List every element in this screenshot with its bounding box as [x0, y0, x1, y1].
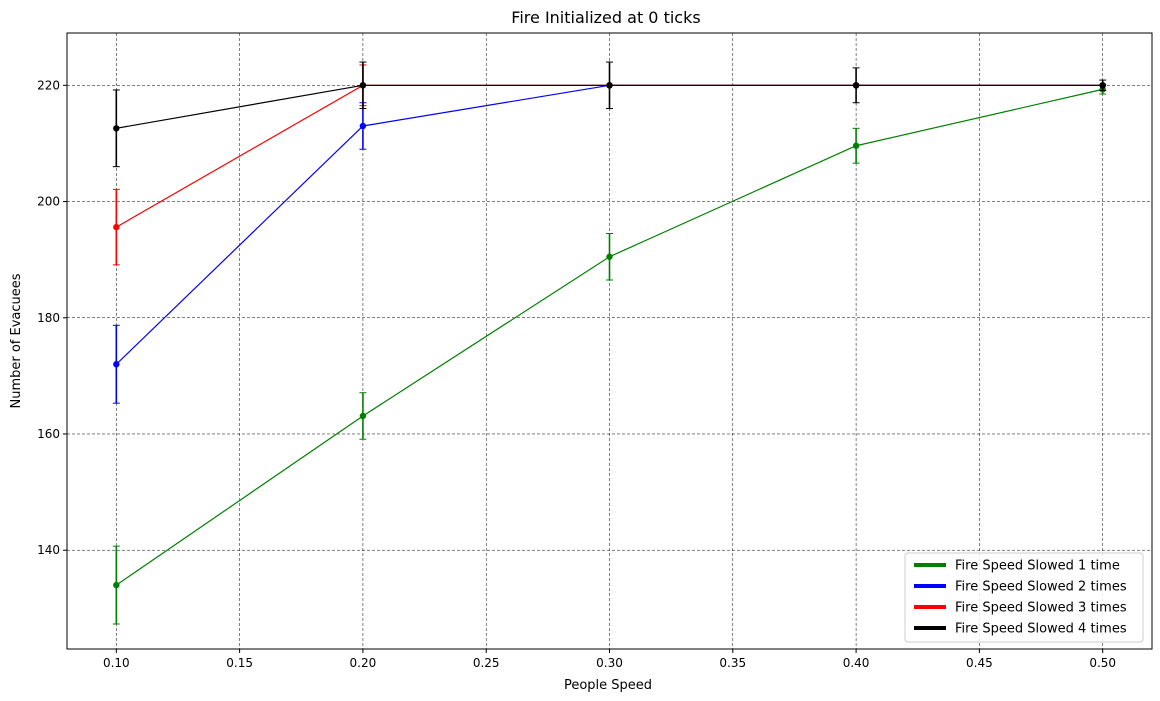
legend-label: Fire Speed Slowed 2 times — [955, 580, 1127, 595]
data-point — [359, 122, 367, 130]
legend-label: Fire Speed Slowed 4 times — [955, 622, 1127, 637]
x-tick-label: 0.35 — [719, 656, 746, 670]
y-tick-label: 220 — [37, 78, 60, 92]
legend-label: Fire Speed Slowed 3 times — [955, 601, 1127, 616]
data-point — [852, 82, 860, 89]
series-4 — [112, 61, 1107, 168]
series-group — [112, 61, 1107, 625]
legend-box — [904, 552, 1144, 643]
y-axis-title: Number of Evacuees — [9, 273, 24, 408]
series-1 — [112, 84, 1107, 625]
data-point — [359, 412, 367, 420]
chart-title: Fire Initialized at 0 ticks — [511, 8, 700, 27]
data-point — [113, 223, 120, 231]
data-point — [113, 125, 120, 132]
legend-label: Fire Speed Slowed 1 time — [955, 559, 1120, 574]
data-point — [852, 142, 860, 149]
data-point — [606, 82, 613, 89]
x-axis-title: People Speed — [564, 678, 652, 693]
data-point — [1099, 82, 1106, 89]
legend: Fire Speed Slowed 1 time Fire Speed Slowe… — [904, 552, 1144, 643]
y-tick-label: 180 — [37, 311, 60, 325]
y-axis: 140 160 180 200 220 — [37, 78, 67, 557]
x-tick-label: 0.40 — [843, 656, 870, 670]
x-tick-label: 0.20 — [350, 656, 377, 670]
x-axis: 0.10 0.15 0.20 0.25 0.30 0.35 0.40 0.45 0.50 — [103, 649, 1116, 670]
y-tick-label: 200 — [37, 195, 60, 209]
x-tick-label: 0.45 — [966, 656, 993, 670]
y-tick-label: 140 — [37, 543, 60, 557]
x-tick-label: 0.10 — [103, 656, 130, 670]
data-point — [113, 361, 120, 368]
data-point — [359, 82, 367, 89]
x-tick-label: 0.30 — [596, 656, 623, 670]
data-point — [606, 253, 613, 260]
x-tick-label: 0.50 — [1089, 656, 1116, 670]
y-tick-label: 160 — [37, 427, 60, 441]
x-tick-label: 0.15 — [226, 656, 253, 670]
x-tick-label: 0.25 — [473, 656, 500, 670]
data-point — [113, 581, 120, 589]
